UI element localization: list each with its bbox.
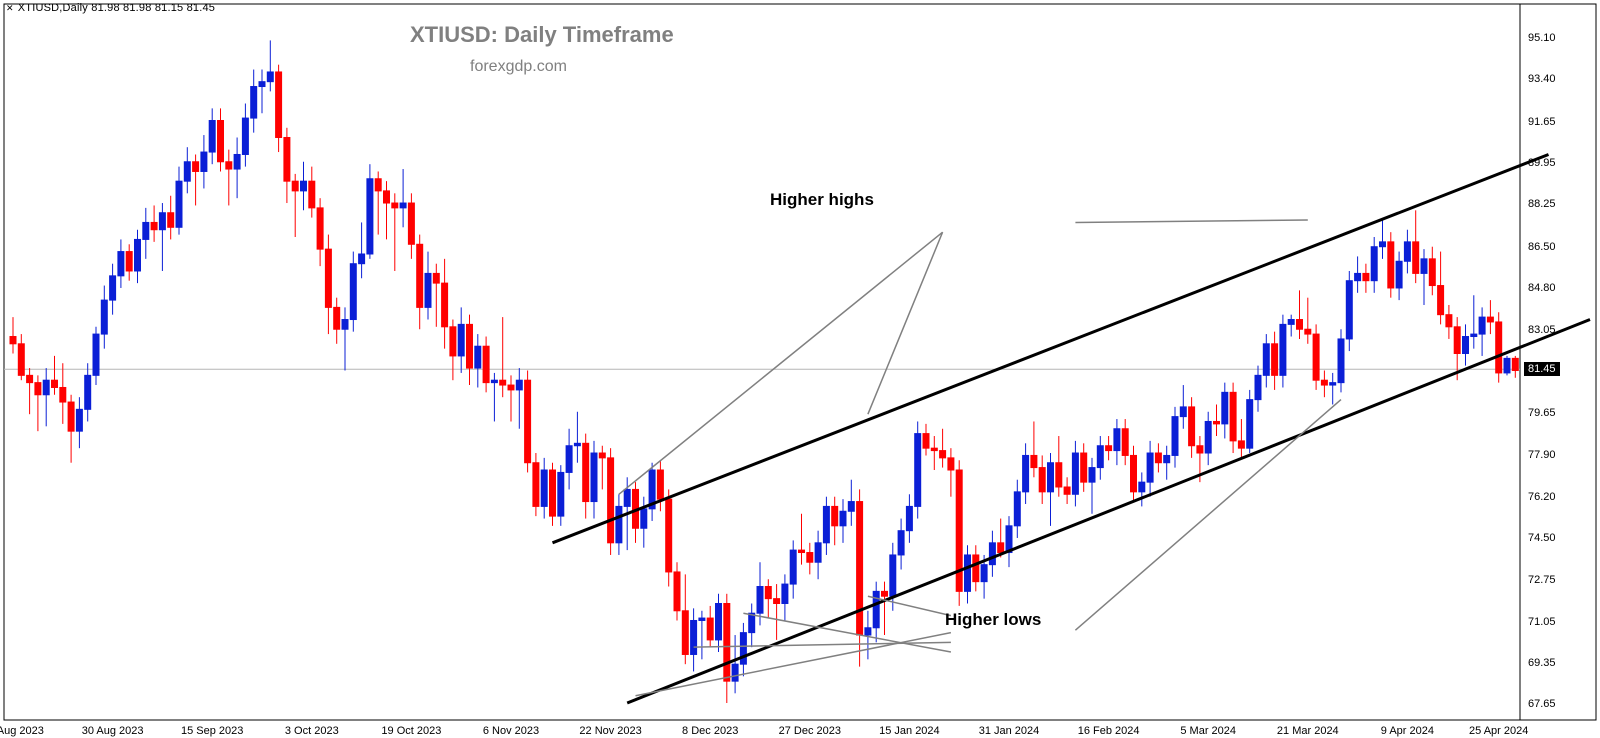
- y-tick-label: 89.95: [1528, 157, 1556, 169]
- x-tick-label: 15 Jan 2024: [879, 725, 940, 737]
- x-tick-label: 9 Apr 2024: [1381, 725, 1434, 737]
- y-tick-label: 95.10: [1528, 32, 1556, 44]
- chart-subtitle: forexgdp.com: [470, 58, 567, 76]
- y-tick-label: 76.20: [1528, 491, 1556, 503]
- y-tick-label: 77.90: [1528, 449, 1556, 461]
- y-tick-label: 74.50: [1528, 532, 1556, 544]
- chart-svg[interactable]: [0, 0, 1600, 738]
- x-tick-label: 15 Sep 2023: [181, 725, 243, 737]
- x-tick-label: 3 Oct 2023: [285, 725, 339, 737]
- x-tick-label: 8 Dec 2023: [682, 725, 738, 737]
- x-tick-label: 16 Feb 2024: [1078, 725, 1140, 737]
- y-tick-label: 91.65: [1528, 116, 1556, 128]
- y-tick-label: 67.65: [1528, 698, 1556, 710]
- x-tick-label: 30 Aug 2023: [82, 725, 144, 737]
- y-tick-label: 84.80: [1528, 282, 1556, 294]
- symbol-ohlc-text: XTIUSD,Daily 81.98 81.98 81.15 81.45: [18, 2, 215, 14]
- annotation-higher-lows: Higher lows: [945, 610, 1041, 630]
- y-tick-label: 79.65: [1528, 407, 1556, 419]
- y-tick-label: 83.05: [1528, 324, 1556, 336]
- y-tick-label: 72.75: [1528, 574, 1556, 586]
- x-tick-label: 27 Dec 2023: [779, 725, 841, 737]
- y-tick-label: 88.25: [1528, 198, 1556, 210]
- x-tick-label: 5 Mar 2024: [1180, 725, 1236, 737]
- y-tick-label: 93.40: [1528, 73, 1556, 85]
- x-tick-label: 31 Jan 2024: [979, 725, 1040, 737]
- current-price-tag: 81.45: [1524, 362, 1560, 376]
- chart-title: XTIUSD: Daily Timeframe: [410, 22, 674, 48]
- chart-container: ✕ XTIUSD,Daily 81.98 81.98 81.15 81.45 XT…: [0, 0, 1600, 738]
- x-tick-label: 19 Oct 2023: [381, 725, 441, 737]
- x-tick-label: 14 Aug 2023: [0, 725, 44, 737]
- x-tick-label: 21 Mar 2024: [1277, 725, 1339, 737]
- x-tick-label: 22 Nov 2023: [579, 725, 641, 737]
- symbol-ohlc-info: ✕ XTIUSD,Daily 81.98 81.98 81.15 81.45: [6, 2, 215, 14]
- annotation-higher-highs: Higher highs: [770, 190, 874, 210]
- y-tick-label: 86.50: [1528, 241, 1556, 253]
- x-tick-label: 25 Apr 2024: [1469, 725, 1528, 737]
- close-icon[interactable]: ✕: [6, 3, 14, 13]
- y-tick-label: 69.35: [1528, 657, 1556, 669]
- y-tick-label: 71.05: [1528, 616, 1556, 628]
- x-tick-label: 6 Nov 2023: [483, 725, 539, 737]
